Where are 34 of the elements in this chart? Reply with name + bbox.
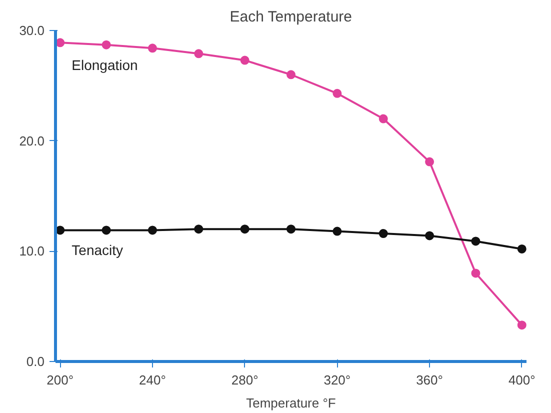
point xyxy=(517,320,526,330)
point xyxy=(517,244,526,254)
point xyxy=(148,226,157,235)
point xyxy=(471,268,480,278)
point xyxy=(102,40,111,50)
point xyxy=(148,44,157,53)
x-axis-title: Temperature °F xyxy=(246,396,336,410)
point xyxy=(425,157,434,166)
series-label: Tenacity xyxy=(72,242,124,258)
series-label: Elongation xyxy=(72,56,138,73)
point xyxy=(286,70,296,80)
x-tick-label: 240° xyxy=(139,372,166,388)
point xyxy=(471,236,480,246)
point xyxy=(240,224,250,234)
x-tick-label: 280° xyxy=(231,372,258,388)
y-tick-label: 20.0 xyxy=(19,133,45,148)
point xyxy=(286,224,296,234)
point xyxy=(332,88,342,98)
chart-title: Each Temperature xyxy=(230,8,352,26)
y-tick-label: 30.0 xyxy=(19,23,45,38)
x-tick-label: 320° xyxy=(324,372,351,388)
y-tick-label: 0.0 xyxy=(26,354,45,369)
point xyxy=(102,226,111,235)
point xyxy=(332,226,342,236)
x-tick-label: 360° xyxy=(416,372,443,388)
x-tick-label: 200° xyxy=(46,372,74,388)
point xyxy=(378,114,388,124)
point xyxy=(425,231,434,240)
point xyxy=(194,49,204,58)
y-tick-label: 10.0 xyxy=(19,244,45,259)
x-tick-label: 400° xyxy=(508,372,536,388)
point xyxy=(240,56,250,65)
point xyxy=(194,224,204,234)
point xyxy=(378,229,388,238)
